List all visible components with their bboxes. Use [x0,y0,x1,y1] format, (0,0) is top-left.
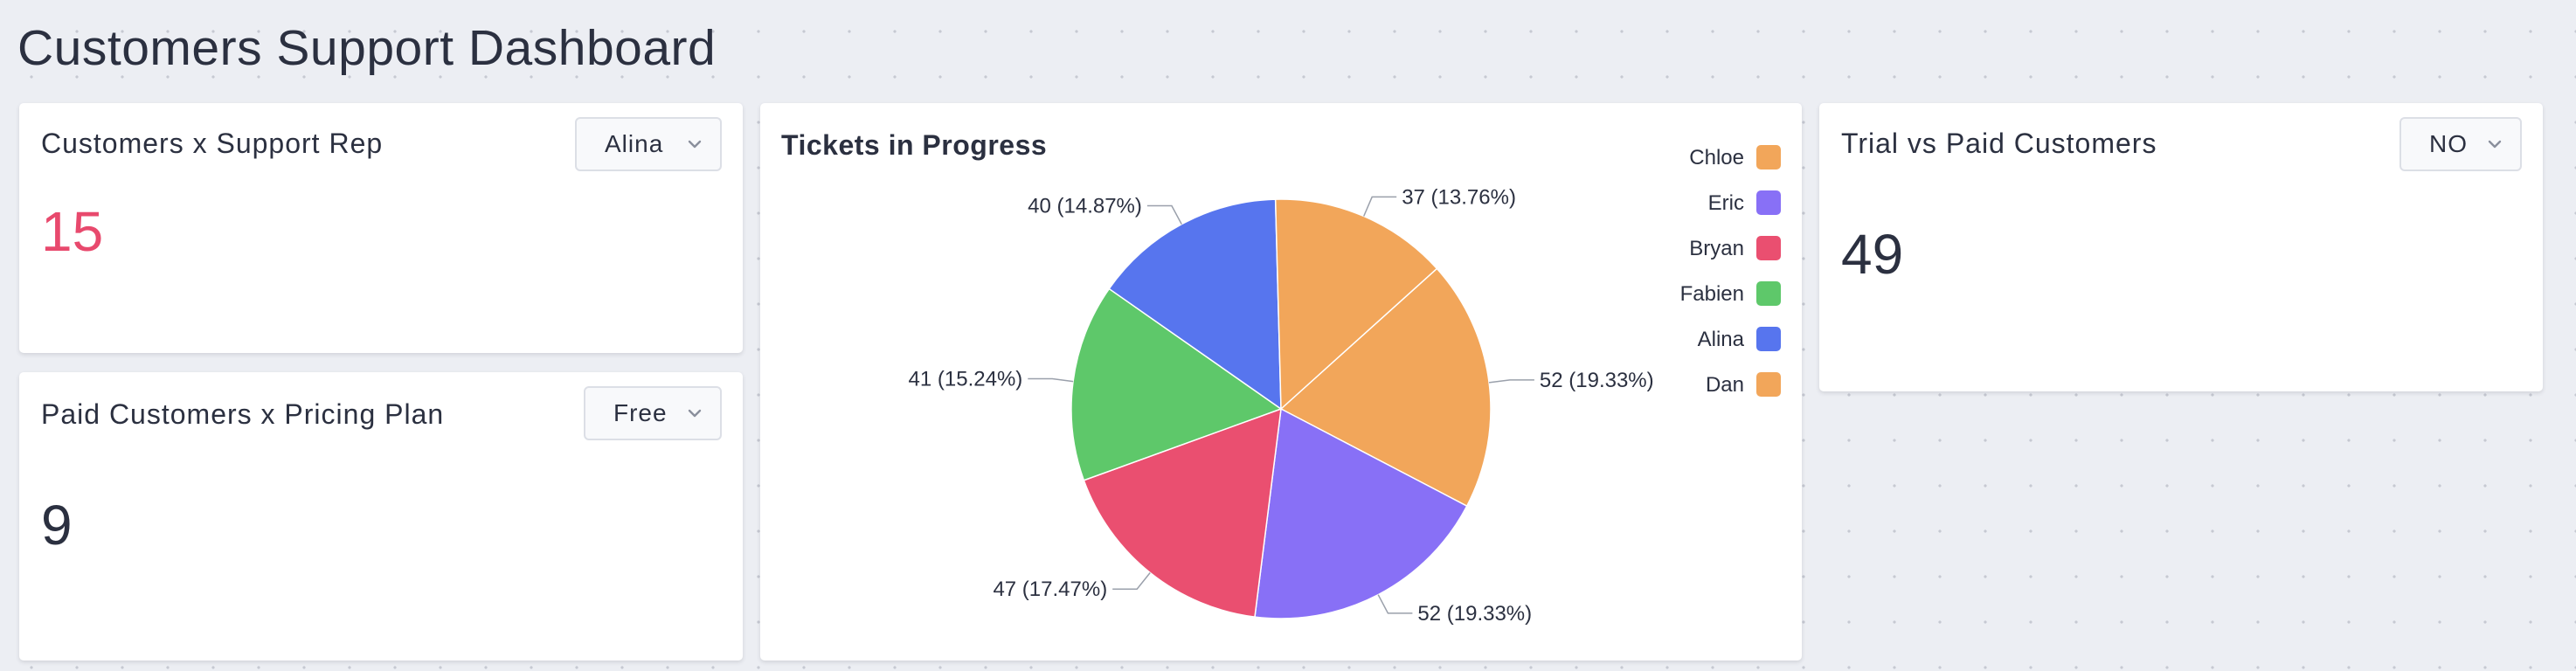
trial-vs-paid-title: Trial vs Paid Customers [1841,128,2157,159]
pricing-plan-count: 9 [41,494,73,557]
trial-vs-paid-count: 49 [1841,223,1904,286]
pricing-plan-title: Paid Customers x Pricing Plan [41,398,445,430]
support-rep-count: 15 [41,200,104,263]
legend-swatch-bryan[interactable] [1756,236,1781,260]
tickets-chart-card: Tickets in Progress 52 (19.33%) 52 (19.33… [760,103,1802,661]
slice-leader-line [1146,204,1182,225]
chevron-down-icon [688,140,702,149]
pie-slice-chloe[interactable] [1279,267,1492,508]
pricing-plan-card: Paid Customers x Pricing Plan Free 9 [19,372,743,661]
pricing-plan-dropdown-value: Free [613,399,668,426]
legend-label-alina[interactable]: Alina [1698,328,1745,351]
pricing-plan-dropdown[interactable]: Free [584,386,722,440]
legend-label-dan[interactable]: Dan [1706,373,1744,397]
trial-vs-paid-card: Trial vs Paid Customers NO 49 [1819,103,2543,391]
trial-vs-paid-dropdown-value: NO [2429,130,2468,157]
pie-slice-bryan[interactable] [1083,407,1282,618]
chart-title: Tickets in Progress [781,129,1048,161]
chevron-down-icon [688,409,702,418]
slice-label-alina: 40 (14.87%) [1028,195,1142,218]
legend-swatch-dan[interactable] [1756,372,1781,397]
support-rep-title: Customers x Support Rep [41,128,384,159]
slice-leader-line [1377,594,1413,614]
legend-swatch-chloe[interactable] [1756,145,1781,169]
legend-swatch-eric[interactable] [1756,190,1781,215]
chevron-down-icon [2488,140,2502,149]
support-rep-dropdown-value: Alina [605,130,664,157]
pie-slice-eric[interactable] [1254,407,1468,619]
slice-label-bryan: 47 (17.47%) [993,578,1107,601]
legend-label-fabien[interactable]: Fabien [1680,282,1744,306]
page-title: Customers Support Dashboard [17,20,717,76]
trial-vs-paid-dropdown[interactable]: NO [2399,117,2522,171]
slice-label-dan: 37 (13.76%) [1402,185,1516,209]
slice-leader-line [1112,572,1151,590]
support-rep-dropdown[interactable]: Alina [575,117,722,171]
tickets-pie-chart: 52 (19.33%) 52 (19.33%) 47 (17.47%) 41 (15.… [909,145,1781,626]
legend-label-bryan[interactable]: Bryan [1689,237,1744,260]
slice-leader-line [1363,196,1397,217]
pie-slice-dan[interactable] [1274,198,1438,411]
slice-leader-line [1028,377,1074,383]
slice-label-fabien: 41 (15.24%) [909,368,1023,391]
slice-label-eric: 52 (19.33%) [1417,602,1532,626]
legend-label-chloe[interactable]: Chloe [1689,146,1744,169]
support-rep-card: Customers x Support Rep Alina 15 [19,103,743,353]
slice-label-chloe: 52 (19.33%) [1540,369,1654,392]
legend-label-eric[interactable]: Eric [1708,191,1744,215]
legend-swatch-alina[interactable] [1756,327,1781,351]
slice-leader-line [1489,379,1534,384]
legend-swatch-fabien[interactable] [1756,281,1781,306]
